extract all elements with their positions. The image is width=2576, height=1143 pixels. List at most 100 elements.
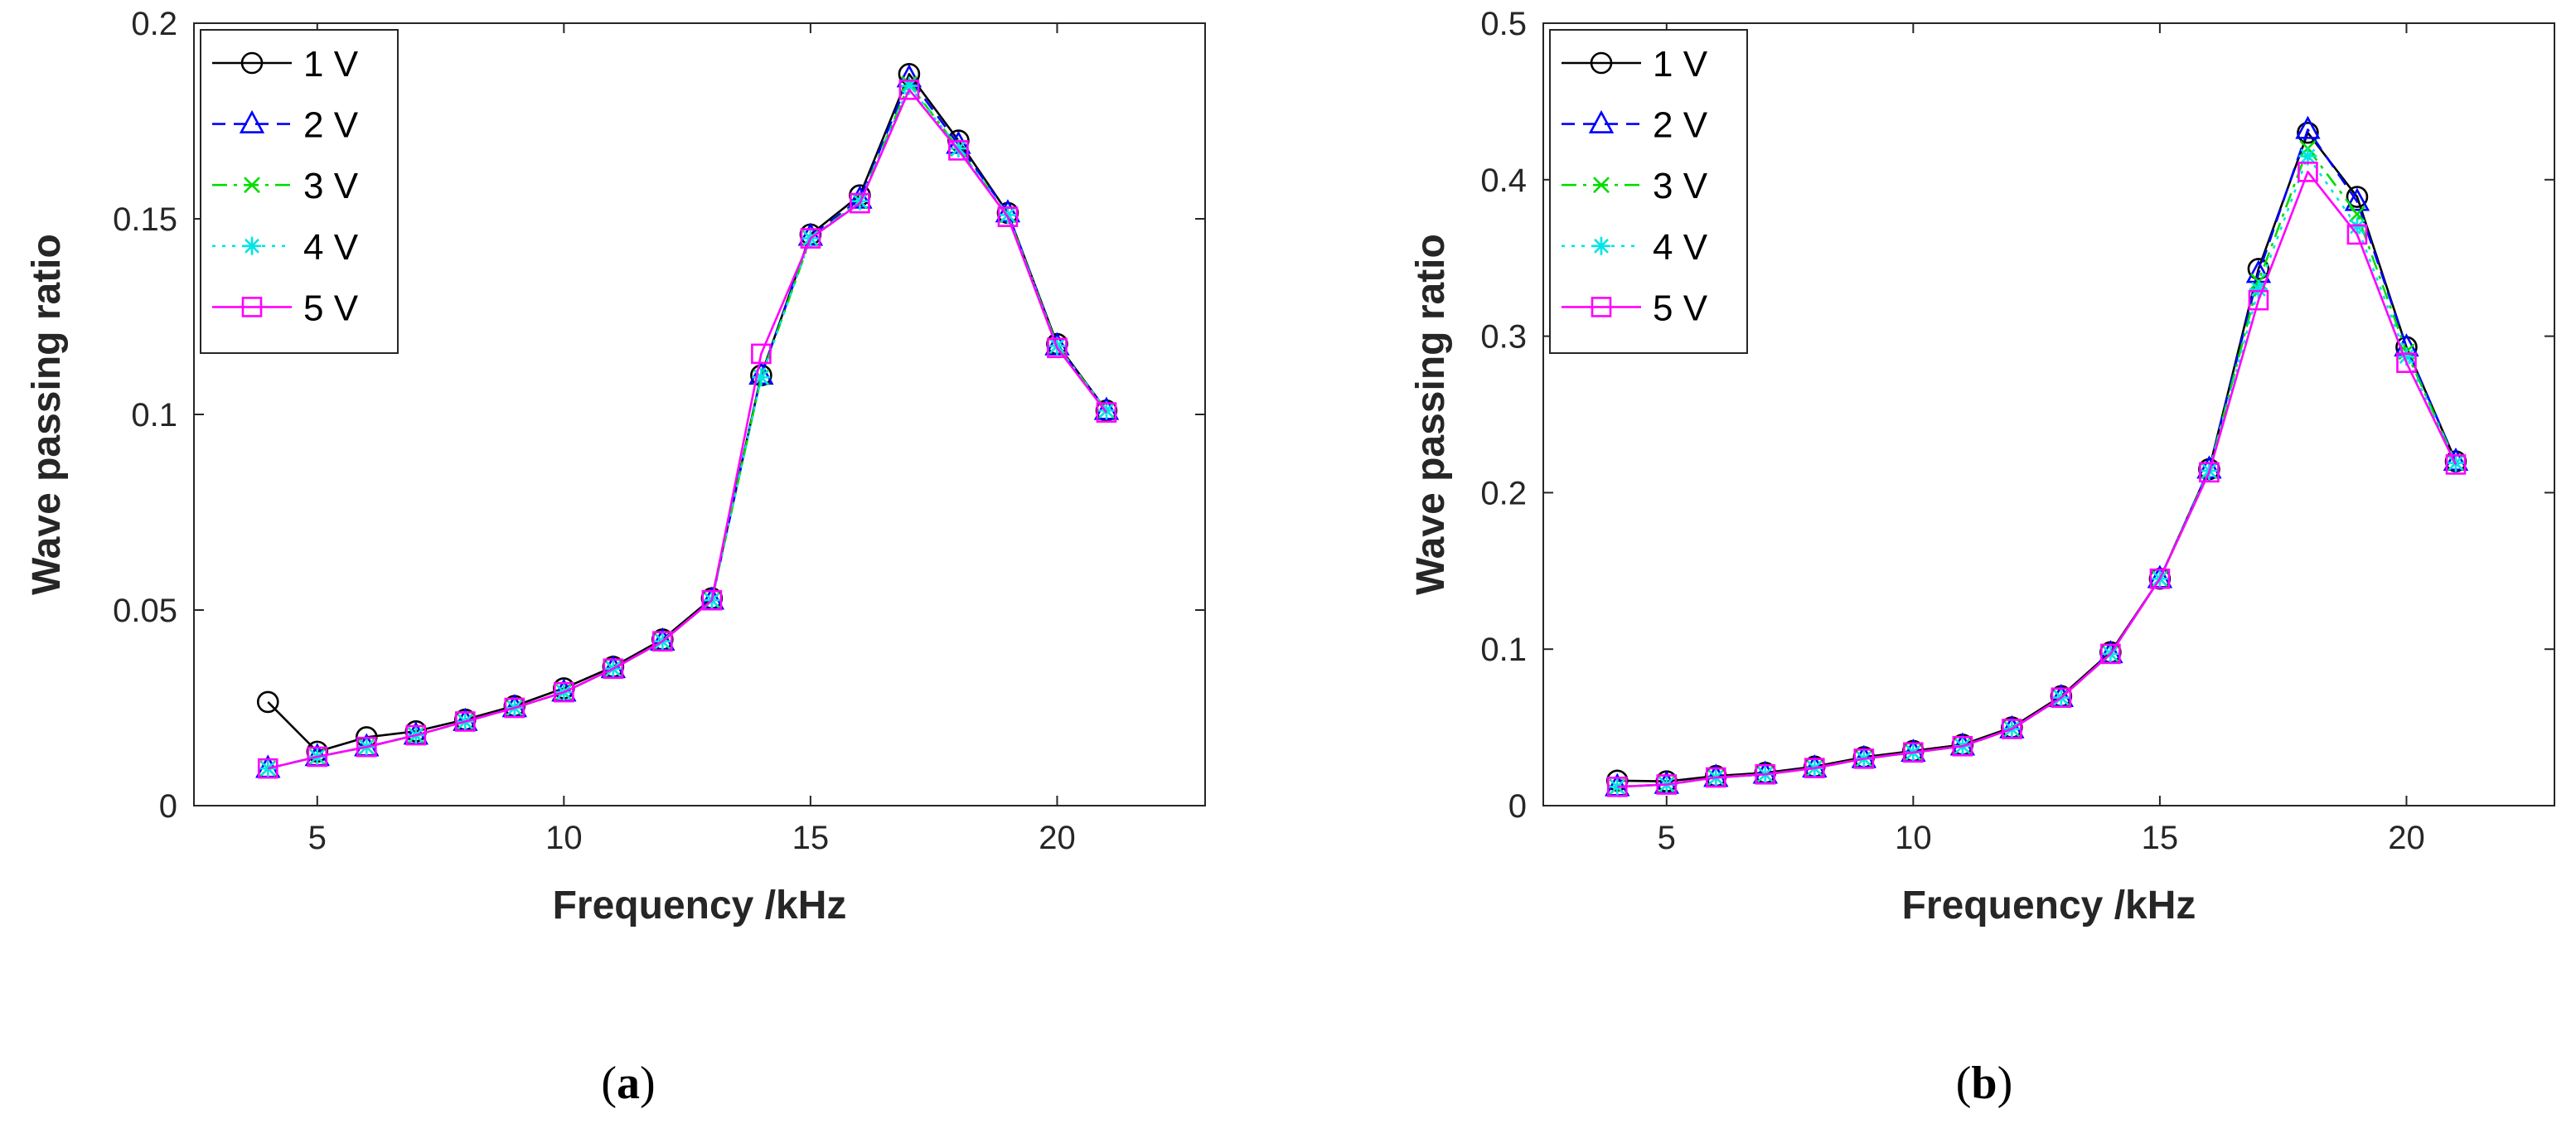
caption-paren-open: ( [1956,1058,1972,1109]
data-point [2249,279,2268,298]
caption-paren-close: ) [640,1058,656,1109]
data-point [2346,186,2369,208]
data-point [554,681,574,703]
panel-caption: (a) [601,1058,655,1109]
data-point [2247,258,2270,280]
legend-swatch-marker [241,297,263,317]
caption-paren-close: ) [1997,1058,2013,1109]
legend-entry-label: 3 V [303,166,359,206]
legend-entry-label: 4 V [303,227,359,268]
data-point [751,343,772,365]
data-point [603,658,624,680]
series-5v [257,79,1117,779]
y-tick-label: 0.1 [1480,632,1527,668]
data-point [1755,763,1776,785]
legend-box [200,29,399,354]
legend-swatch-marker [244,177,260,194]
legend: 1 V 2 V 3 V 4 V 5 V [1549,29,1748,354]
data-point [2445,454,2467,475]
data-point [2397,347,2416,366]
caption-paren-open: ( [601,1058,617,1109]
data-point [1804,758,1825,778]
data-point [259,759,278,778]
legend-entry-label: 3 V [1653,166,1708,206]
x-tick-label: 10 [1895,820,1932,856]
caption-letter: b [1971,1058,1997,1109]
legend-swatch-marker [240,51,264,75]
data-point [2002,719,2022,739]
data-point [356,736,377,758]
x-tick-label: 20 [2388,820,2425,856]
data-point [257,758,278,779]
series-5v [1606,162,2467,797]
data-point [1047,337,1068,359]
data-point [1656,774,1678,795]
y-tick-label: 0.1 [131,397,177,433]
y-tick-label: 0.3 [1480,319,1527,356]
data-point [998,206,1017,225]
data-point [948,140,969,161]
y-tick-label: 0 [159,788,177,825]
data-point [307,746,328,768]
data-point [2298,162,2318,182]
data-point [2346,224,2368,245]
legend-entry-label: 4 V [1653,227,1708,268]
x-tick-label: 5 [1658,820,1676,856]
data-point [455,711,476,732]
y-tick-label: 0.2 [131,6,177,42]
data-point [2298,147,2317,166]
x-tick-label: 5 [308,820,327,856]
data-point [1952,735,1973,757]
x-tick-label: 15 [792,820,830,856]
caption-letter: a [617,1058,640,1109]
legend-swatch-marker [243,236,261,255]
legend-swatch-marker [1593,177,1610,194]
legend-swatch-marker [1590,51,1613,75]
data-point [2199,462,2220,483]
legend-entry-label: 1 V [303,44,359,85]
y-tick-label: 0.05 [113,593,177,629]
data-point [752,368,771,387]
legend-swatch-marker [1592,236,1610,255]
data-point [2248,289,2269,311]
y-tick-label: 0 [1508,788,1527,825]
data-point [2295,115,2321,139]
data-point [1705,767,1726,788]
y-axis-label: Wave passing ratio [1409,234,1453,595]
data-point [1097,401,1116,420]
data-point [256,690,279,714]
x-axis-label: Frequency /kHz [1902,884,2196,927]
legend-entry-label: 2 V [1653,105,1708,146]
legend-swatch-marker [239,109,265,133]
data-point [997,206,1019,227]
data-point [2344,187,2370,211]
data-point [405,724,427,746]
legend-entry-label: 5 V [1653,288,1708,328]
data-point [1853,748,1875,769]
y-tick-label: 0.2 [1480,475,1527,511]
data-point [504,697,525,719]
data-point [2149,568,2171,589]
data-point [2349,206,2365,223]
data-point [898,79,920,100]
legend: 1 V 2 V 3 V 4 V 5 V [200,29,399,354]
data-point [2396,352,2417,373]
chart-panel-a: 5 10 15 20 0 0.05 0.1 0.15 0.2 Frequency /kHz Wave… [25,6,1206,1109]
y-tick-label: 0.15 [113,201,177,238]
y-tick-label: 0.4 [1480,162,1527,199]
legend-swatch-marker [1588,109,1615,133]
data-point [2347,217,2366,236]
data-point [1903,742,1924,763]
legend-entry-label: 1 V [1653,44,1708,85]
data-point [701,589,723,611]
y-axis-label: Wave passing ratio [25,234,69,595]
data-point [2051,687,2072,709]
x-tick-label: 20 [1039,820,1076,856]
data-point [850,192,870,214]
data-point [800,228,821,249]
data-point [2100,643,2121,665]
legend-entry-label: 2 V [303,105,359,146]
data-point [899,76,918,95]
x-axis-label: Frequency /kHz [553,884,847,927]
